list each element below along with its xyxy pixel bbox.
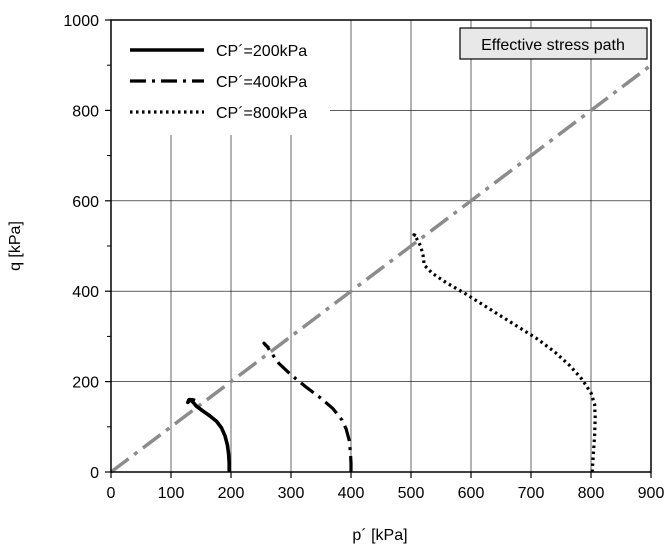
series-group bbox=[186, 233, 597, 473]
reference-line bbox=[109, 63, 653, 474]
y-axis-label: q [kPa] bbox=[7, 221, 24, 271]
series-line-2 bbox=[262, 341, 353, 472]
annotation-background bbox=[459, 27, 648, 60]
annotation-box: Effective stress path bbox=[459, 27, 648, 60]
y-tick-label: 800 bbox=[72, 103, 99, 120]
y-tick-label: 600 bbox=[72, 194, 99, 211]
x-tick-label: 800 bbox=[578, 485, 605, 502]
legend-label-1: CP´=200kPa bbox=[216, 43, 307, 60]
series-line-3 bbox=[412, 233, 597, 473]
annotation-text: Effective stress path bbox=[481, 37, 625, 54]
y-tick-label: 200 bbox=[72, 375, 99, 392]
x-tick-label: 500 bbox=[398, 485, 425, 502]
y-tick-label: 400 bbox=[72, 284, 99, 301]
x-tick-label: 700 bbox=[518, 485, 545, 502]
axes bbox=[105, 19, 652, 478]
x-tick-label: 100 bbox=[158, 485, 185, 502]
x-tick-label: 400 bbox=[338, 485, 365, 502]
grid bbox=[111, 20, 651, 472]
x-tick-label: 0 bbox=[107, 485, 116, 502]
y-tick-label: 0 bbox=[90, 465, 99, 482]
legend-label-3: CP´=800kPa bbox=[216, 105, 307, 122]
x-axis-label: p´ [kPa] bbox=[352, 527, 407, 544]
legend: CP´=200kPa CP´=400kPa CP´=800kPa bbox=[130, 43, 307, 122]
x-tick-label: 300 bbox=[278, 485, 305, 502]
series-line-1 bbox=[186, 397, 231, 472]
y-tick-label: 1000 bbox=[63, 13, 99, 30]
x-tick-label: 200 bbox=[218, 485, 245, 502]
plot-frame bbox=[110, 19, 652, 473]
x-tick-label: 900 bbox=[638, 485, 665, 502]
x-tick-label: 600 bbox=[458, 485, 485, 502]
tick-labels: 0 100 200 300 400 500 600 700 800 900 0 200 400 600 80… bbox=[63, 13, 664, 502]
legend-label-2: CP´=400kPa bbox=[216, 74, 307, 91]
reference-line-group bbox=[109, 63, 653, 474]
